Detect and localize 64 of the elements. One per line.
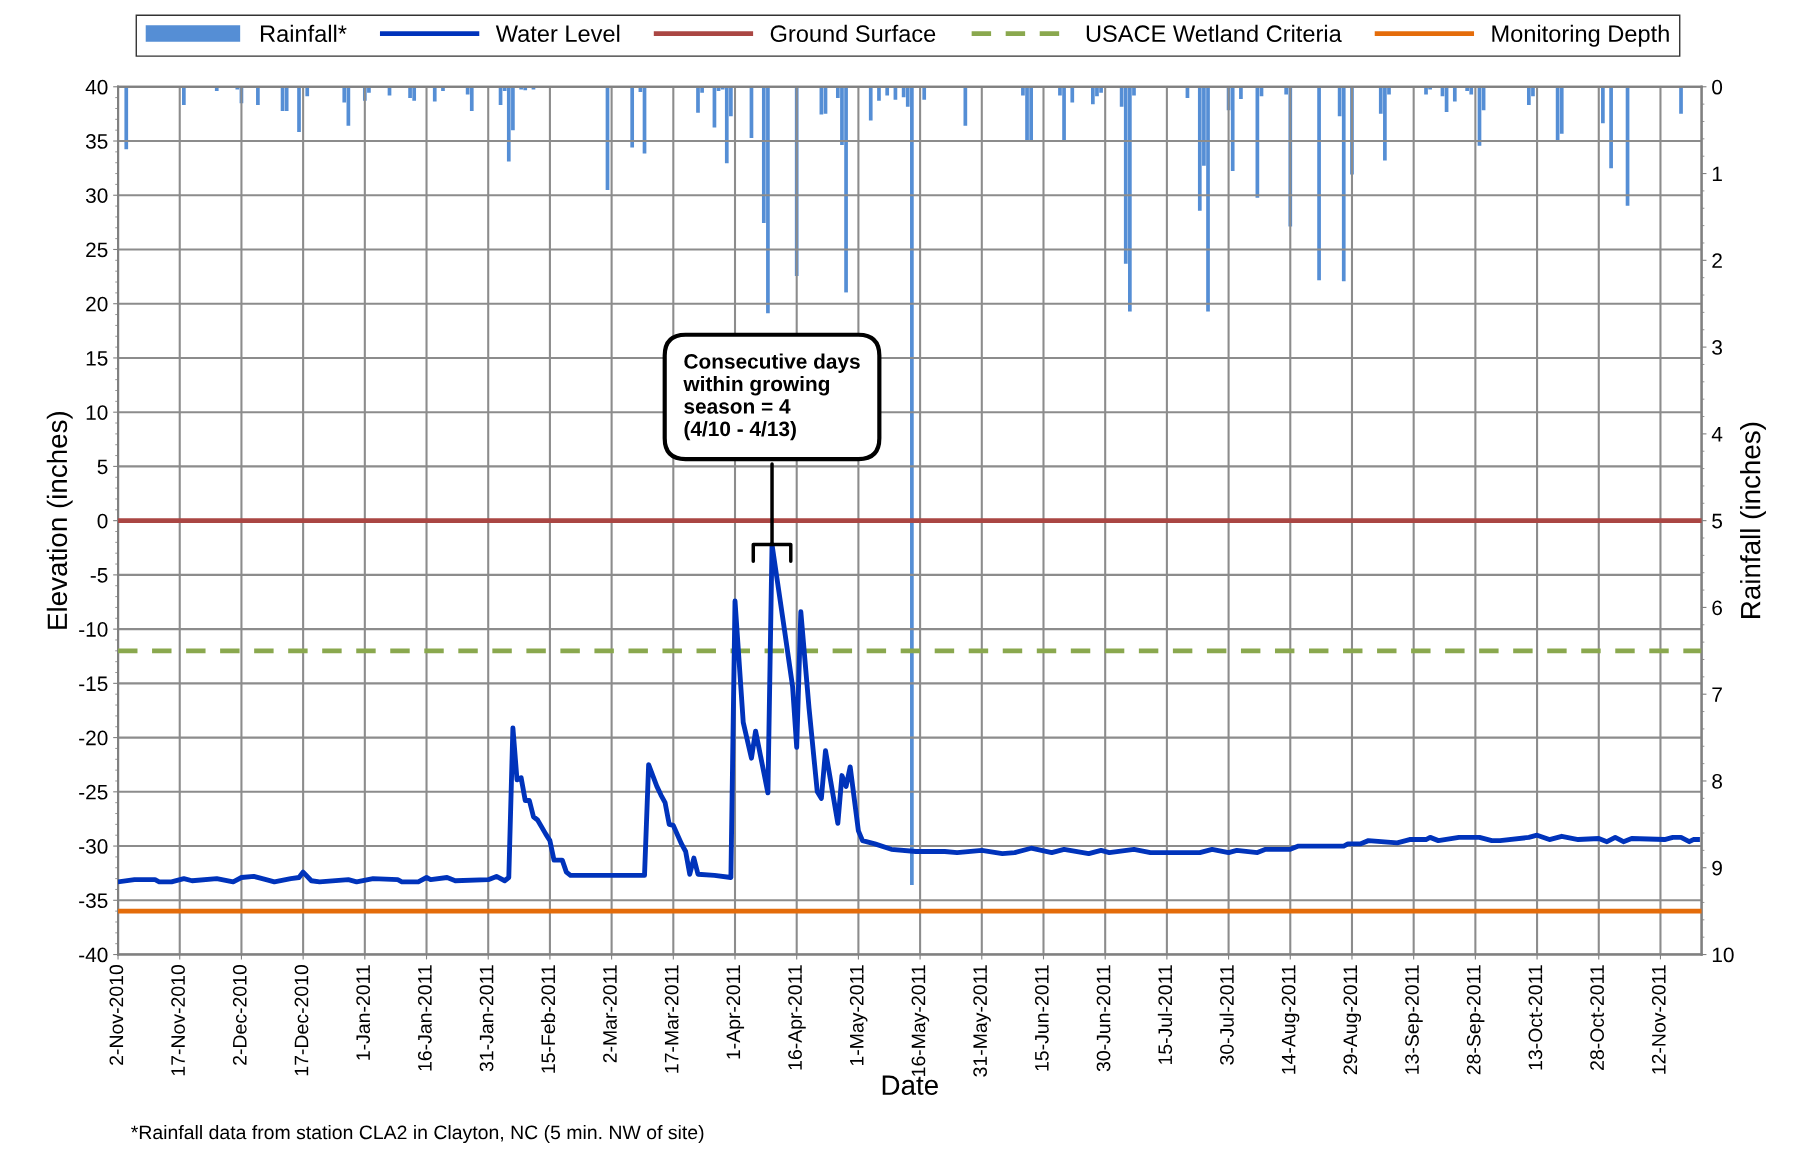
y-tick-label: -5	[90, 568, 108, 583]
x-tick-label: 29-Aug-2011	[1343, 965, 1362, 1075]
x-tick-label: 16-Jan-2011	[417, 965, 432, 1071]
x-tick-label: 1-May-2011	[849, 965, 868, 1066]
y-tick-label: -15	[79, 676, 108, 692]
x-tick-label: 1-Jan-2011	[356, 965, 371, 1060]
x-tick-label: 16-May-2011	[911, 965, 930, 1076]
x-tick-label: 28-Sep-2011	[1466, 965, 1485, 1075]
y-tick-label: 5	[97, 459, 108, 475]
x-tick-label: 15-Jun-2011	[1034, 965, 1049, 1071]
legend-label: Water Level	[495, 24, 620, 43]
x-tick-label: 15-Feb-2011	[540, 965, 556, 1073]
x-tick-label: 31-Jan-2011	[479, 965, 494, 1072]
x-tick-label: 1-Apr-2011	[726, 965, 745, 1059]
x-tick-label: 28-Oct-2011	[1590, 965, 1604, 1070]
x-tick-label: 15-Jul-2011	[1157, 965, 1173, 1065]
text: *Rainfall data from station CLA2 in Clayton, NC (5 min. NW of site)	[131, 1124, 704, 1144]
x-tick-label: 30-Jun-2011	[1096, 965, 1111, 1072]
x-tick-label: 17-Nov-2010	[171, 965, 185, 1076]
y-tick-label: 25	[86, 242, 108, 258]
y-tick-label: -20	[79, 730, 108, 746]
x-tick-label: 2-Dec-2010	[232, 965, 247, 1065]
y-axis-title: Elevation (inches)	[46, 411, 73, 629]
x-tick-label: 17-Mar-2011	[664, 965, 679, 1073]
x-tick-label: 31-May-2011	[973, 965, 991, 1077]
y2-tick-label: 10	[1712, 947, 1734, 963]
y-tick-label: -30	[79, 839, 108, 854]
y-tick-label: 10	[86, 405, 108, 420]
x-tick-label: 2-Nov-2010	[109, 965, 124, 1065]
y-tick-label: -35	[79, 893, 108, 909]
x-tick-label: 2-Mar-2011	[603, 965, 617, 1063]
x-tick-label: 14-Aug-2011	[1281, 965, 1300, 1074]
y2-tick-label: 9	[1712, 860, 1722, 876]
y-tick-label: -40	[79, 947, 108, 963]
y2-tick-label: 0	[1712, 79, 1723, 95]
annotation: Consecutive days within growing season = 4 (4/10 - 4/13)	[683, 353, 860, 441]
y-tick-label: 30	[85, 188, 108, 203]
y-tick-label: -25	[79, 784, 108, 800]
legend-label: Monitoring Depth	[1492, 24, 1669, 47]
y2-tick-label: 1	[1712, 166, 1722, 182]
x-tick-label: 17-Dec-2010	[294, 965, 309, 1076]
y2-axis-title: Rainfall (inches)	[1740, 422, 1766, 618]
y-tick-label: 35	[85, 134, 108, 149]
legend-label: Ground Surface	[770, 24, 936, 43]
legend-label: Rainfall*	[260, 24, 347, 43]
y-tick-label: 0	[97, 513, 108, 529]
y-tick-label: 15	[86, 351, 108, 366]
y-tick-label: -10	[79, 622, 108, 637]
x-tick-label: 16-Apr-2011	[788, 965, 806, 1070]
legend-label: USACE Wetland Criteria	[1086, 24, 1342, 43]
y2-tick-label: 5	[1712, 513, 1723, 529]
y-tick-label: 20	[86, 296, 108, 312]
x-tick-label: 13-Sep-2011	[1405, 965, 1423, 1074]
x-tick-label: 13-Oct-2011	[1528, 965, 1543, 1070]
y2-tick-label: 7	[1712, 687, 1722, 702]
y-tick-label: 40	[85, 79, 108, 95]
x-tick-label: 12-Nov-2011	[1651, 965, 1666, 1074]
x-axis-title: Date	[882, 1075, 938, 1095]
y2-tick-label: 3	[1712, 340, 1722, 355]
y2-tick-label: 4	[1711, 427, 1723, 442]
x-tick-label: 30-Jul-2011	[1219, 965, 1234, 1065]
y2-tick-label: 8	[1712, 773, 1722, 789]
y2-tick-label: 2	[1712, 253, 1722, 268]
y2-tick-label: 6	[1712, 600, 1722, 616]
